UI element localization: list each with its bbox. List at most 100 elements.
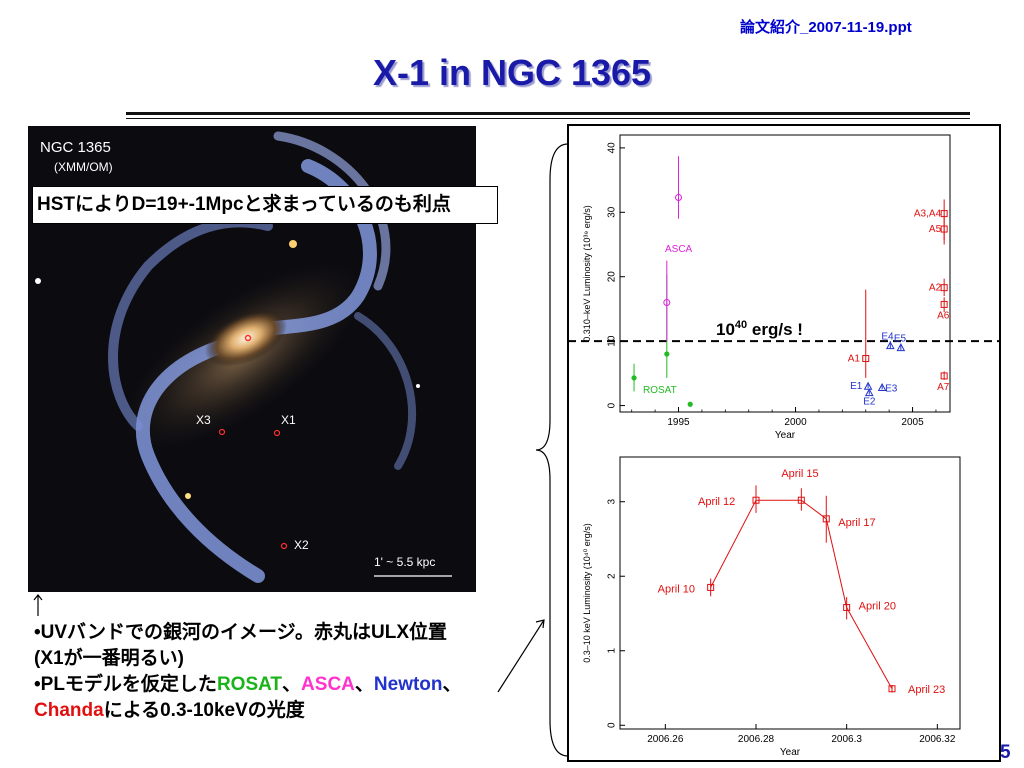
chart1-ytick-label: 20 (607, 271, 618, 283)
x1-label: X1 (281, 413, 296, 427)
chart2-ytick-label: 0 (607, 722, 618, 728)
chart1-axes-box (619, 134, 951, 413)
chart2-xtick-label: 2006.28 (738, 734, 775, 745)
chart1-point-label-2-5: A7 (937, 382, 950, 393)
chart2-xtick-label: 2006.26 (647, 734, 684, 745)
chart2-point-label-3: April 17 (838, 517, 875, 529)
chart1-point-2-3 (940, 284, 948, 292)
chart1-point-label-3-0: E1 (850, 381, 863, 392)
chart1-xtick-label: 2000 (784, 417, 807, 428)
up-arrow-icon (33, 594, 43, 616)
chart1-point-0-2 (687, 401, 693, 407)
chart1-ytick-label: 40 (607, 142, 618, 154)
chart1-point-label-3-4: E5 (894, 334, 907, 345)
chart2-point-2 (797, 496, 805, 504)
x3-marker (218, 428, 226, 436)
chart1-point-label-3-1: E2 (863, 397, 876, 408)
chart2-point-5 (888, 685, 896, 693)
x2-label: X2 (294, 538, 309, 552)
scale-bar-label: 1' ~ 5.5 kpc (374, 555, 435, 569)
chart2-point-label-5: April 23 (908, 684, 945, 696)
chart1-point-label-2-4: A6 (937, 310, 950, 321)
chart1-point-label-2-2: A5 (929, 224, 942, 235)
chart2-point-label-0: April 10 (658, 583, 695, 595)
chart2-ytick-label: 2 (607, 573, 618, 579)
plot-frame (567, 124, 1001, 762)
chart1-point-2-2 (940, 225, 948, 233)
rosat-label: ROSAT (216, 674, 283, 695)
chart1-point-1-1 (663, 298, 671, 306)
bullet-line-4-suffix: による0.3-10keVの光度 (103, 700, 305, 721)
chart2-series-line (710, 499, 893, 690)
chart1-ytick-label: 0 (607, 402, 618, 408)
chandra-label: Chanda (34, 700, 104, 721)
chart1-point-2-5 (940, 372, 948, 380)
chart1-point-2-0 (862, 355, 870, 363)
diagonal-arrow-icon (497, 619, 545, 693)
hst-callout: HSTによりD=19+-1Mpcと求まっているのも利点 (32, 186, 498, 224)
april-2006-lightcurve-chart: 2006.26 2006.28 2006.3 2006.32 0 1 2 3 Year 0.3–1… (582, 456, 961, 758)
chart1-point-0-1 (664, 351, 670, 357)
chart1-point-label-3-2: E3 (885, 384, 898, 395)
separator-2: 、 (354, 674, 374, 695)
separator-1: 、 (282, 674, 302, 695)
chart2-point-label-2: April 15 (781, 468, 818, 480)
chart1-point-2-4 (940, 300, 948, 308)
bullet-line-3: •PLモデルを仮定したROSAT、ASCA、Newton、 (34, 672, 462, 698)
file-name: 論文紹介_2007-11-19.ppt (740, 19, 912, 36)
chart1-point-3-3 (885, 341, 895, 350)
chart1-point-0-0 (631, 375, 637, 381)
chart2-point-label-1: April 12 (698, 496, 735, 508)
bullet-line-1: •UVバンドでの銀河のイメージ。赤丸はULX位置 (34, 622, 448, 643)
chart1-xtick-label: 1995 (667, 417, 690, 428)
chart1-point-3-0 (863, 381, 873, 390)
chart1-point-3-1 (864, 388, 874, 397)
chart1-xlabel: Year (775, 430, 796, 441)
x2-marker (280, 542, 288, 550)
chart1-point-label-2-3: A2 (929, 283, 942, 294)
chart2-point-0 (707, 583, 715, 591)
title-rule-thick (126, 112, 970, 115)
chart2-ytick-label: 3 (607, 498, 618, 504)
chart2-point-label-4: April 20 (859, 601, 896, 613)
chart1-point-3-2 (877, 382, 887, 392)
chart2-axes-box (619, 456, 961, 730)
threshold-label: 1040 erg/s ! (716, 319, 803, 339)
chart1-point-3-4 (896, 343, 906, 352)
chart1-series-label-0: ROSAT (643, 385, 677, 396)
newton-label: Newton (373, 674, 443, 695)
x3-label: X3 (196, 413, 211, 427)
chart1-point-label-2-0: A1 (848, 354, 861, 365)
bullet-line-4: Chandaによる0.3-10keVの光度 (34, 698, 462, 724)
asca-label: ASCA (301, 674, 355, 695)
bullet-line-3-prefix: •PLモデルを仮定した (34, 674, 217, 695)
chart2-ytick-label: 1 (607, 648, 618, 654)
chart2-xlabel: Year (780, 747, 801, 758)
chart1-point-label-2-1: A3,A4 (914, 209, 942, 220)
chart1-ytick-label: 30 (607, 206, 618, 218)
chart2-point-4 (843, 604, 851, 612)
chart1-point-label-3-3: E4 (881, 332, 894, 343)
bullet-line-2: (X1が一番明るい) (34, 648, 184, 669)
curly-brace-icon (535, 143, 569, 757)
title-rule-thin (126, 118, 970, 119)
chart2-point-3 (822, 515, 830, 523)
chart1-series-label-1: ASCA (665, 244, 693, 255)
x1-marker (273, 429, 281, 437)
chart2-point-1 (752, 496, 760, 504)
chart1-point-1-0 (675, 193, 683, 201)
chart2-xtick-label: 2006.3 (831, 734, 862, 745)
chart1-ylabel: 0.310–keV Luminosity (10³⁹ erg/s) (582, 205, 592, 341)
slide-title: X-1 in NGC 1365 (372, 52, 652, 93)
chart1-xtick-label: 2005 (901, 417, 924, 428)
separator-3: 、 (442, 674, 462, 695)
galaxy-name-label: NGC 1365 (40, 139, 111, 156)
page-number: 5 (1000, 742, 1011, 763)
bullet-text: •UVバンドでの銀河のイメージ。赤丸はULX位置 (X1が一番明るい) •PLモ… (34, 620, 462, 724)
chart2-ylabel: 0.3–10 keV Luminosity (10⁴⁰ erg/s) (582, 523, 592, 663)
chart2-xtick-label: 2006.32 (919, 734, 956, 745)
x1-nucleus-marker (244, 334, 252, 342)
galaxy-subtitle-label: (XMM/OM) (54, 160, 113, 174)
